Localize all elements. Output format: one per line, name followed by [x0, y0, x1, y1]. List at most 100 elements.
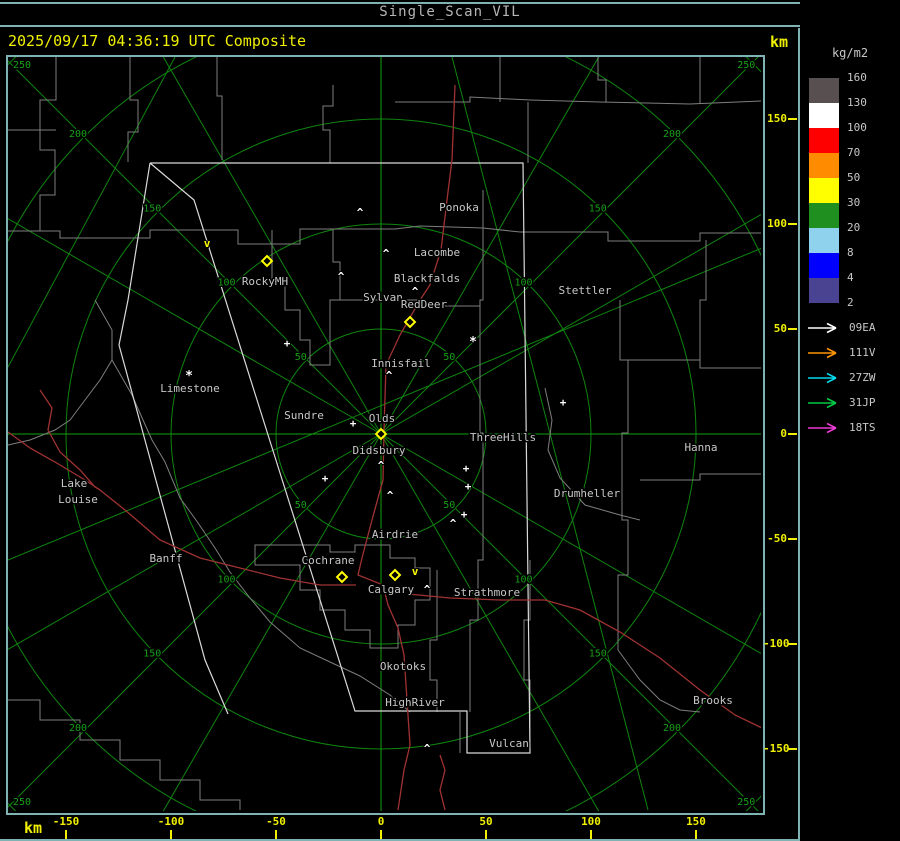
city-label: Ponoka	[439, 201, 479, 214]
caret-marker-icon: ^	[424, 583, 431, 596]
radar-id-label: 27ZW	[849, 371, 876, 384]
city-label: Airdrie	[372, 528, 418, 541]
city-label: Lacombe	[414, 246, 460, 259]
ring-label: 100	[514, 278, 532, 289]
caret-marker-icon: ^	[387, 489, 394, 502]
ring-label: 200	[69, 723, 87, 734]
bottom-axis-tick	[695, 830, 697, 839]
city-label: Brooks	[693, 694, 733, 707]
highways	[8, 84, 761, 811]
bottom-axis-tick	[275, 830, 277, 839]
city-label: Stettler	[559, 284, 612, 297]
legend-swatch	[809, 103, 839, 128]
varrow-marker-icon: v	[412, 565, 419, 578]
legend-unit-label: kg/m2	[831, 46, 869, 60]
city-label: Louise	[58, 493, 98, 506]
radar-legend-row: 18TS	[807, 421, 897, 435]
ring-label: 150	[143, 649, 161, 660]
right-axis-tick-label: -50	[767, 532, 787, 545]
ring-label: 200	[69, 129, 87, 140]
legend-divider	[798, 28, 800, 841]
caret-marker-icon: ^	[338, 270, 345, 283]
city-label: Blackfalds	[394, 272, 460, 285]
plus-marker-icon: +	[465, 480, 472, 493]
radar-arrow-icon	[808, 347, 837, 359]
right-axis-tick-label: -150	[763, 742, 790, 755]
ring-label: 100	[217, 574, 235, 585]
radar-map-canvas[interactable]: 50 50 50 50 100 100 100 100 150 150 150 150 200 200 20…	[8, 57, 761, 811]
caret-marker-icon: ^	[450, 517, 457, 530]
right-axis-tick-label: 0	[780, 427, 787, 440]
right-axis-tick	[788, 748, 797, 750]
ring-distance-labels: 50 50 50 50 100 100 100 100 150 150 150 150 200 200 20…	[11, 59, 756, 810]
legend-swatch	[809, 228, 839, 253]
plus-marker-icon: +	[284, 337, 291, 350]
radar-legend-row: 09EA	[807, 321, 897, 335]
legend-value-label: 2	[847, 296, 854, 309]
ring-label: 250	[737, 60, 755, 71]
map-markers: v v ^ ^ ^ ^ ^ ^ ^ ^ ^ ^ + + + + + + + * *	[184, 205, 568, 756]
ring-label: 150	[589, 649, 607, 660]
radar-site-diamond-icon	[403, 315, 417, 329]
bottom-rule	[0, 839, 900, 841]
right-axis-tick-label: 50	[773, 322, 787, 335]
radar-arrow-icon	[808, 322, 837, 334]
city-label: Innisfail	[371, 357, 431, 370]
right-axis-tick-label: 100	[767, 217, 787, 230]
legend-swatch	[809, 78, 839, 103]
right-axis-tick	[788, 433, 797, 435]
legend-swatch	[809, 178, 839, 203]
bottom-axis-tick	[485, 830, 487, 839]
legend-value-label: 160	[847, 71, 867, 84]
city-label: ThreeHills	[470, 431, 536, 444]
bottom-axis-tick	[590, 830, 592, 839]
ring-label: 50	[443, 500, 455, 511]
right-axis-tick	[788, 328, 797, 330]
ring-label: 150	[589, 203, 607, 214]
radar-id-label: 31JP	[849, 396, 876, 409]
ring-label: 200	[663, 129, 681, 140]
radar-arrow-icon	[808, 397, 837, 409]
asterisk-marker-icon: *	[469, 335, 477, 350]
city-label: RedDeer	[401, 298, 448, 311]
caret-marker-icon: ^	[357, 206, 364, 219]
plus-marker-icon: +	[560, 396, 567, 409]
city-label: Sundre	[284, 409, 324, 422]
right-axis-tick-label: -100	[763, 637, 790, 650]
titlebar-top-rule	[0, 2, 900, 4]
color-legend-panel: kg/m2 160 130 100 70 50 30 20 8 4 2 09EA 111V 27ZW 3…	[800, 0, 900, 841]
legend-swatch	[809, 203, 839, 228]
right-axis-tick	[788, 643, 797, 645]
ring-label: 50	[295, 500, 307, 511]
azimuth-radials	[8, 57, 761, 811]
map-frame: 50 50 50 50 100 100 100 100 150 150 150 150 200 200 20…	[6, 55, 765, 815]
legend-value-label: 8	[847, 246, 854, 259]
scan-timestamp: 2025/09/17 04:36:19 UTC Composite	[8, 32, 307, 50]
legend-value-label: 4	[847, 271, 854, 284]
window-title: Single_Scan_VIL	[379, 4, 521, 20]
right-axis-tick-label: 150	[767, 112, 787, 125]
bottom-axis-tick	[65, 830, 67, 839]
radar-site-diamond-icon	[335, 570, 349, 584]
right-axis: 150 100 50 0 -50 -100 -150	[763, 56, 798, 812]
radar-arrow-icon	[808, 422, 837, 434]
ring-label: 250	[13, 797, 31, 808]
legend-value-label: 30	[847, 196, 861, 209]
city-label: Limestone	[160, 382, 220, 395]
radar-site-diamond-icon	[260, 254, 274, 268]
caret-marker-icon: ^	[412, 285, 419, 298]
legend-value-label: 50	[847, 171, 861, 184]
city-label: Calgary	[368, 583, 415, 596]
caret-marker-icon: ^	[386, 369, 393, 382]
radar-id-label: 111V	[849, 346, 876, 359]
city-label: Strathmore	[454, 586, 520, 599]
ring-label: 50	[295, 352, 307, 363]
scan-area-outline	[118, 162, 531, 754]
bottom-axis-tick-label: 0	[377, 815, 385, 828]
varrow-marker-icon: v	[204, 237, 211, 250]
city-label: Olds	[369, 412, 396, 425]
bottom-axis-unit-label: km	[24, 819, 43, 837]
legend-value-label: 100	[847, 121, 867, 134]
legend-swatch	[809, 278, 839, 303]
